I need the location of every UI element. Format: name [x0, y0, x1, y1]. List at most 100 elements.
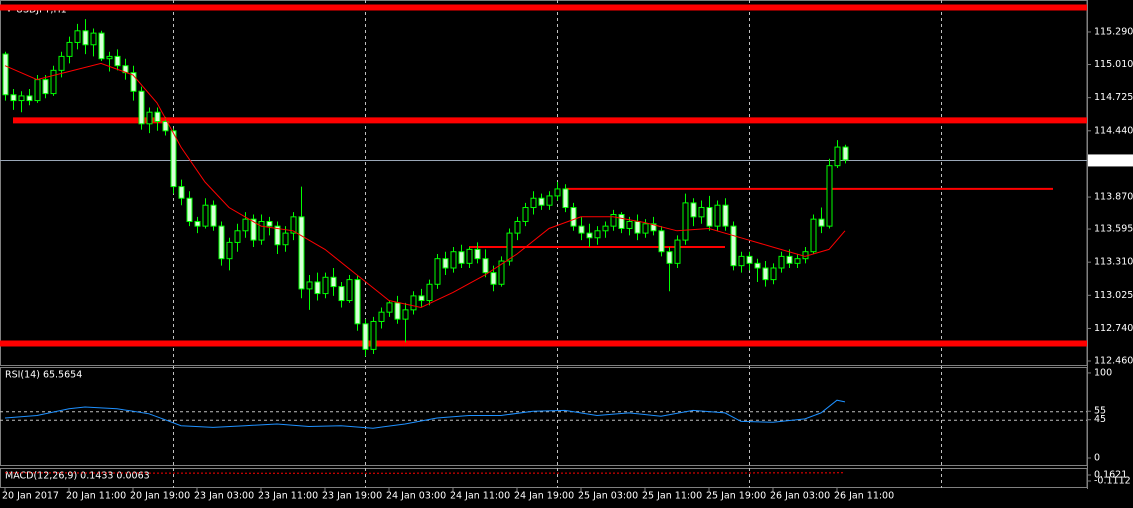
candle-body — [330, 276, 337, 288]
candle-body — [378, 311, 385, 322]
candle-body — [666, 251, 673, 264]
candle-body — [802, 251, 809, 260]
candle-body — [586, 232, 593, 239]
y-tick-label: 115.010 — [1094, 59, 1133, 70]
candle-body — [290, 216, 297, 234]
candle-body — [754, 262, 761, 269]
y-tick-label: -0.1112 — [1094, 475, 1131, 486]
candle-body — [562, 188, 569, 209]
candle-body — [266, 220, 273, 227]
y-tick-label: 55 — [1094, 406, 1106, 417]
candle-body — [242, 218, 249, 232]
x-tick-label: 20 Jan 11:00 — [66, 491, 126, 502]
candle-body — [282, 232, 289, 246]
candle-body — [474, 248, 481, 260]
candle-body — [306, 281, 313, 290]
candle-body — [322, 276, 329, 295]
y-tick-label: 114.440 — [1094, 125, 1133, 136]
candle-body — [730, 225, 737, 267]
y-tick-label: 0 — [1094, 453, 1100, 464]
candle-body — [298, 216, 305, 290]
candle-body — [202, 204, 209, 227]
candle-body — [114, 55, 121, 67]
candle-body — [762, 267, 769, 281]
x-tick-label: 26 Jan 11:00 — [834, 491, 894, 502]
candle-body — [650, 223, 657, 232]
candle-body — [818, 218, 825, 227]
candle-body — [810, 218, 817, 253]
candle-body — [394, 302, 401, 320]
candle-body — [826, 165, 833, 227]
candle-body — [106, 55, 113, 60]
x-tick-label: 23 Jan 03:00 — [194, 491, 254, 502]
y-tick-label: 0.1621 — [1094, 469, 1127, 480]
candle-body — [658, 230, 665, 253]
candle-body — [426, 283, 433, 302]
candle-body — [698, 207, 705, 218]
candle-body — [386, 302, 393, 313]
candle-body — [34, 79, 41, 102]
candle-body — [354, 279, 361, 325]
candle-body — [626, 220, 633, 229]
y-tick-label: 112.740 — [1094, 323, 1133, 334]
candle-body — [794, 258, 801, 264]
y-tick-label: 115.290 — [1094, 26, 1133, 37]
candle-body — [466, 248, 473, 264]
candle-body — [842, 146, 849, 161]
candle-body — [234, 230, 241, 243]
y-tick-label: 113.310 — [1094, 257, 1133, 268]
moving-average — [4, 62, 846, 309]
candle-body — [50, 69, 57, 95]
indicator-line — [4, 472, 846, 474]
candle-body — [178, 186, 185, 199]
candle-body — [498, 260, 505, 285]
candle-body — [66, 41, 73, 57]
panel-title: MACD(12,26,9) 0.1433 0.0063 — [5, 471, 150, 482]
candle-body — [450, 251, 457, 269]
candle-body — [2, 53, 9, 96]
candle-body — [186, 197, 193, 222]
x-tick-label: 25 Jan 11:00 — [642, 491, 702, 502]
candle-body — [250, 218, 257, 241]
candle-body — [162, 120, 169, 132]
candle-body — [442, 258, 449, 269]
x-tick-label: 25 Jan 03:00 — [578, 491, 638, 502]
candle-body — [314, 281, 321, 295]
candle-body — [738, 255, 745, 267]
candle-body — [146, 111, 153, 125]
x-tick-label: 23 Jan 19:00 — [322, 491, 382, 502]
candle-body — [362, 323, 369, 350]
candle-body — [514, 220, 521, 234]
y-tick-label: 45 — [1094, 414, 1106, 425]
candle-body — [490, 272, 497, 285]
candle-body — [786, 255, 793, 264]
candle-body — [418, 295, 425, 302]
candle-body — [594, 230, 601, 239]
candle-body — [218, 225, 225, 260]
candle-body — [410, 295, 417, 311]
candle-body — [138, 90, 145, 125]
candle-body — [618, 214, 625, 229]
candle-body — [226, 241, 233, 260]
candle-body — [58, 55, 65, 71]
candle-body — [834, 146, 841, 167]
indicator-line — [4, 399, 846, 429]
candle-body — [338, 286, 345, 302]
panel-title: RSI(14) 65.5654 — [5, 370, 82, 381]
y-tick-label: 100 — [1094, 367, 1112, 378]
y-tick-label: 113.025 — [1094, 290, 1133, 301]
price-label-box — [1088, 154, 1133, 167]
candle-body — [602, 225, 609, 232]
candle-body — [130, 72, 137, 92]
candle-body — [82, 30, 89, 46]
candle-body — [434, 258, 441, 285]
y-tick-label: 112.460 — [1094, 356, 1133, 367]
x-tick-label: 24 Jan 03:00 — [386, 491, 446, 502]
y-tick-label: 113.595 — [1094, 224, 1133, 235]
candle-body — [458, 251, 465, 264]
candle-body — [778, 255, 785, 269]
candle-body — [522, 207, 529, 222]
candle-body — [42, 79, 49, 95]
